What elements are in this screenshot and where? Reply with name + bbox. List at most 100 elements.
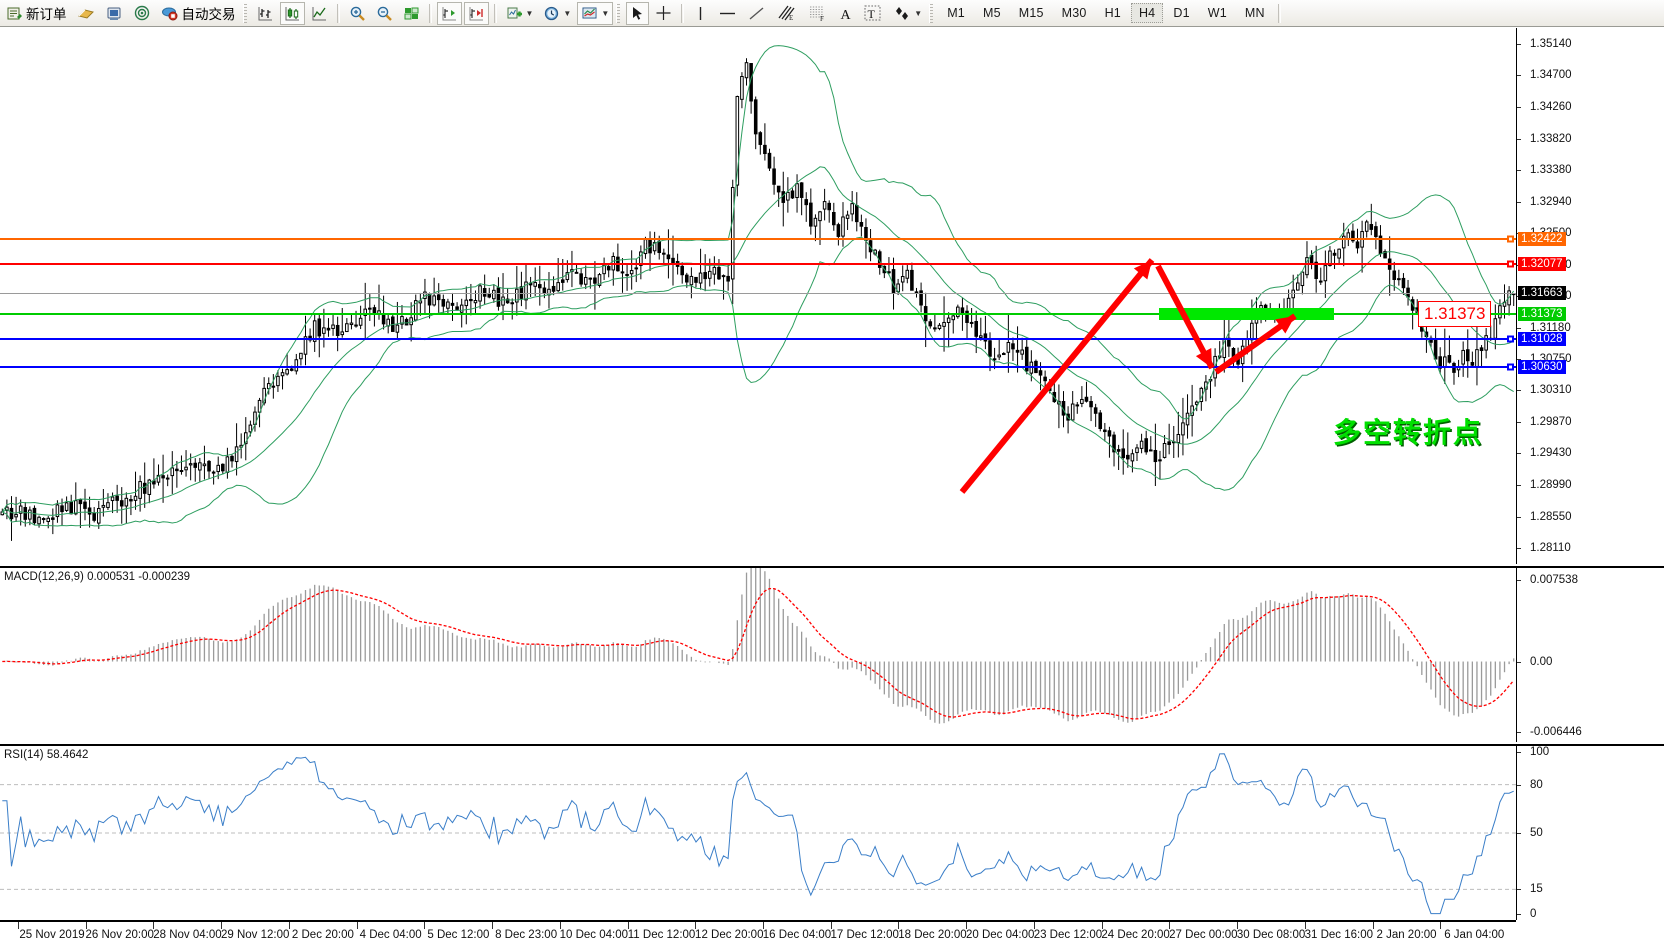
horizontal-line-button[interactable] [714, 2, 741, 25]
price-axis[interactable]: 1.35140 1.34700 1.34260 1.33820 1.33380 1.329… [1516, 28, 1664, 564]
price-badge-resistance-orange[interactable]: 1.32422 [1518, 231, 1566, 246]
time-tick [898, 922, 900, 929]
shapes-button[interactable]: ▼ [888, 2, 926, 25]
price-badge-support-blue-2[interactable]: 1.30630 [1518, 360, 1566, 375]
timeframe-h4[interactable]: H4 [1130, 3, 1164, 23]
time-tick-label: 8 Dec 23:00 [495, 929, 558, 941]
price-tick [1517, 421, 1521, 423]
timeframe-d1[interactable]: D1 [1173, 6, 1190, 20]
autotrade-icon [161, 5, 179, 21]
rsi-plot-area[interactable] [0, 746, 1516, 920]
toolbar-separator-3 [493, 3, 497, 23]
time-tick-label: 5 Dec 12:00 [427, 929, 490, 941]
timeframe-m1[interactable]: M1 [947, 6, 965, 20]
price-level-line-1.31028[interactable] [0, 337, 1516, 340]
shift-end-button[interactable] [463, 1, 489, 25]
candlestick-chart-button[interactable] [279, 1, 305, 25]
price-level-line-1.32422[interactable] [0, 237, 1516, 240]
vertical-line-button[interactable] [689, 2, 712, 25]
rsi-tick-label: 15 [1530, 883, 1543, 896]
rsi-tick [1517, 913, 1521, 915]
level-anchor[interactable] [1507, 363, 1514, 371]
toolbar-grip-1[interactable] [242, 3, 247, 23]
price-tick-label: 1.29430 [1530, 447, 1572, 460]
period-button[interactable]: ▼ [539, 2, 575, 25]
time-tick [18, 922, 19, 929]
chevron-down-icon[interactable]: ▼ [525, 8, 534, 18]
macd-label: MACD(12,26,9) 0.000531 -0.000239 [4, 571, 191, 583]
macd-axis: 0.007538 0.00 -0.006446 [1516, 568, 1664, 742]
bar-chart-button[interactable] [253, 2, 278, 25]
price-badge-support-blue-1[interactable]: 1.31028 [1518, 331, 1566, 346]
templates-icon [581, 5, 598, 22]
price-level-line-1.30630[interactable] [0, 366, 1516, 369]
new-order-button[interactable]: 新订单 [3, 2, 71, 25]
rsi-tick [1517, 784, 1521, 786]
crosshair-button[interactable] [651, 2, 676, 25]
autotrade-button[interactable]: 自动交易 [157, 2, 240, 25]
trendline-icon [747, 5, 766, 22]
price-level-line-1.32077[interactable] [0, 262, 1516, 265]
support-zone-box[interactable] [1159, 308, 1334, 321]
text-button[interactable]: A [834, 2, 857, 25]
time-tick-label: 2 Dec 20:00 [291, 929, 354, 941]
level-anchor[interactable] [1507, 335, 1514, 343]
price-tick-label: 1.28990 [1530, 479, 1572, 492]
price-tick [1517, 106, 1521, 108]
toolbar-grip-2[interactable] [616, 3, 621, 23]
macd-tick [1517, 661, 1521, 663]
fibonacci-button[interactable]: F [803, 2, 832, 25]
zoom-out-button[interactable] [372, 2, 397, 25]
shapes-icon [892, 5, 911, 22]
time-tick-label: 10 Dec 04:00 [559, 929, 629, 941]
price-tick-label: 1.28550 [1530, 510, 1572, 523]
price-tick [1517, 75, 1521, 77]
timeframe-w1[interactable]: W1 [1207, 6, 1227, 20]
price-badge-current-price[interactable]: 1.31663 [1518, 286, 1566, 301]
price-badge-target-green[interactable]: 1.31373 [1518, 307, 1566, 322]
price-callout[interactable]: 1.31373 [1418, 301, 1492, 328]
price-level-line-1.31373[interactable] [0, 313, 1516, 316]
time-tick-label: 26 Nov 20:00 [85, 929, 154, 941]
time-tick-label: 27 Dec 00:00 [1169, 929, 1238, 941]
time-axis[interactable]: 25 Nov 2019 26 Nov 20:00 28 Nov 04:00 29 No… [0, 920, 1664, 950]
timeframe-mn[interactable]: MN [1244, 6, 1265, 20]
price-tick [1517, 327, 1521, 329]
zoom-in-button[interactable] [345, 2, 370, 25]
price-chart-pane[interactable]: 1.35140 1.34700 1.34260 1.33820 1.33380 1.329… [0, 28, 1664, 564]
timeframe-m5[interactable]: M5 [982, 6, 1001, 20]
equidistant-channel-button[interactable]: E [772, 2, 801, 25]
add-indicator-button[interactable]: ▼ [502, 2, 538, 25]
shift-start-button[interactable] [436, 1, 462, 25]
trendline-button[interactable] [743, 2, 770, 25]
time-tick [288, 922, 290, 929]
line-chart-button[interactable] [307, 2, 332, 25]
level-anchor[interactable] [1507, 260, 1514, 268]
templates-button[interactable]: ▼ [577, 1, 614, 25]
level-anchor[interactable] [1507, 235, 1514, 243]
chevron-down-icon[interactable]: ▼ [601, 8, 610, 18]
toolbar-separator-5 [1277, 3, 1281, 23]
rsi-pane[interactable]: RSI(14) 58.4642 100 80 50 15 0 [0, 744, 1664, 920]
market-watch-button[interactable] [73, 2, 99, 25]
text-label-button[interactable]: T [859, 2, 886, 25]
tile-windows-button[interactable] [399, 2, 424, 25]
autotrade-label: 自动交易 [181, 7, 236, 22]
price-plot-area[interactable] [0, 28, 1516, 564]
terminal-button[interactable] [101, 2, 127, 25]
price-badge-resistance-red[interactable]: 1.32077 [1518, 256, 1566, 271]
time-tick-label: 30 Dec 08:00 [1236, 929, 1306, 941]
timeframe-m15[interactable]: M15 [1018, 6, 1044, 20]
time-tick-label: 16 Dec 04:00 [762, 929, 832, 941]
chevron-down-icon[interactable]: ▼ [563, 8, 572, 18]
timeframe-m30[interactable]: M30 [1061, 6, 1087, 20]
toolbar-grip-3[interactable] [929, 3, 934, 23]
toolbar-separator-2 [428, 3, 432, 23]
macd-tick [1517, 731, 1521, 733]
macd-pane[interactable]: MACD(12,26,9) 0.000531 -0.000239 0.00753… [0, 566, 1664, 742]
timeframe-h1[interactable]: H1 [1104, 6, 1121, 20]
signals-button[interactable] [129, 2, 155, 25]
macd-plot-area[interactable] [0, 568, 1516, 742]
cursor-button[interactable] [626, 1, 650, 25]
chevron-down-icon[interactable]: ▼ [914, 8, 923, 18]
